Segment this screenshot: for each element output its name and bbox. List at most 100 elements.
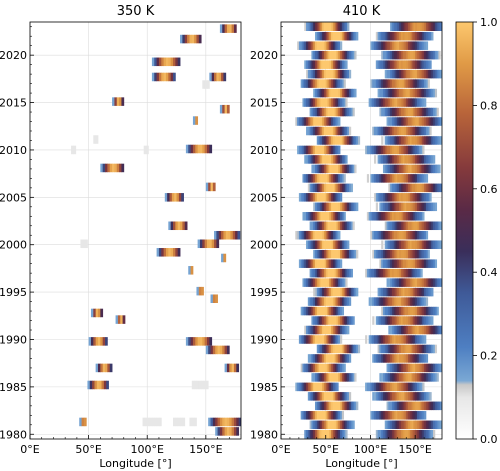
heatmap-cell xyxy=(402,230,405,240)
heatmap-cell xyxy=(323,363,327,373)
heatmap-cell xyxy=(390,287,393,297)
heatmap-cell xyxy=(406,268,409,278)
heatmap-cell xyxy=(434,164,438,174)
heatmap-cell xyxy=(343,202,346,212)
heatmap-cell xyxy=(440,69,442,79)
heatmap-cell xyxy=(429,392,432,401)
heatmap-cell xyxy=(304,193,307,202)
heatmap-cell xyxy=(400,297,404,306)
heatmap-cell xyxy=(350,249,353,259)
heatmap-cell xyxy=(300,382,303,392)
heatmap-cell xyxy=(311,259,314,268)
heatmap-cell xyxy=(409,117,412,126)
heatmap-cell xyxy=(404,392,407,401)
heatmap-cell xyxy=(345,107,348,117)
heatmap-cell xyxy=(384,373,387,382)
heatmap-cell xyxy=(313,193,316,202)
heatmap-cell xyxy=(382,31,386,41)
heatmap-cell xyxy=(418,335,421,344)
heatmap-cell xyxy=(393,382,396,392)
heatmap-cell xyxy=(418,174,421,183)
heatmap-cell xyxy=(225,230,229,240)
heatmap-cell xyxy=(399,136,402,145)
heatmap-cell xyxy=(314,50,318,60)
heatmap-cell xyxy=(309,278,312,287)
heatmap-cell xyxy=(316,287,319,297)
heatmap-cell xyxy=(365,268,368,278)
heatmap-cell xyxy=(325,268,328,278)
heatmap-cell xyxy=(408,268,411,278)
heatmap-cell xyxy=(306,382,309,392)
heatmap-cell xyxy=(304,325,307,335)
heatmap-cell xyxy=(314,117,318,126)
heatmap-cell xyxy=(320,22,323,32)
heatmap-cell xyxy=(384,126,387,136)
heatmap-cell xyxy=(304,60,307,69)
heatmap-cell xyxy=(343,88,346,98)
heatmap-cell xyxy=(298,193,302,202)
heatmap-cell xyxy=(307,392,311,401)
heatmap-cell xyxy=(340,31,343,41)
heatmap-cell xyxy=(343,278,346,287)
heatmap-cell xyxy=(188,144,191,154)
heatmap-cell xyxy=(375,392,378,401)
heatmap-cell xyxy=(397,88,400,98)
heatmap-cell xyxy=(329,411,332,420)
heatmap-cell xyxy=(404,306,407,316)
heatmap-cell xyxy=(340,174,343,183)
heatmap-cell xyxy=(379,98,382,107)
heatmap-cell xyxy=(395,164,398,174)
heatmap-cell xyxy=(374,193,377,202)
heatmap-cell xyxy=(395,174,398,183)
heatmap-cell xyxy=(348,373,352,382)
heatmap-cell xyxy=(329,193,332,202)
heatmap-cell xyxy=(320,240,323,249)
heatmap-cell xyxy=(331,212,334,221)
heatmap-cell xyxy=(370,212,373,221)
heatmap-cell xyxy=(391,354,395,363)
heatmap-cell xyxy=(345,60,348,69)
heatmap-cell xyxy=(409,174,412,183)
heatmap-cell xyxy=(422,306,425,316)
heatmap-cell xyxy=(327,174,330,183)
heatmap-cell xyxy=(354,136,357,145)
heatmap-cell xyxy=(424,126,427,136)
heatmap-cell xyxy=(331,69,334,79)
heatmap-cell xyxy=(313,41,316,50)
heatmap-cell xyxy=(343,363,346,373)
heatmap-cell xyxy=(306,278,309,287)
heatmap-cell xyxy=(320,31,323,41)
heatmap-cell xyxy=(314,401,318,411)
heatmap-cell xyxy=(318,420,321,430)
heatmap-cell xyxy=(381,382,384,392)
heatmap-cell xyxy=(391,249,395,259)
heatmap-cell xyxy=(348,136,352,145)
heatmap-cell xyxy=(325,278,328,287)
heatmap-cell xyxy=(397,98,400,107)
heatmap-cell xyxy=(411,411,414,420)
heatmap-cell xyxy=(334,193,337,202)
heatmap-cell xyxy=(219,427,223,436)
heatmap-cell xyxy=(382,373,386,382)
heatmap-cell xyxy=(336,401,339,411)
heatmap-cell xyxy=(334,401,337,411)
heatmap-cell xyxy=(399,401,402,411)
heatmap-cell xyxy=(325,297,328,306)
heatmap-cell xyxy=(411,344,414,354)
heatmap-cell xyxy=(420,240,423,249)
heatmap-cell xyxy=(322,354,325,363)
heatmap-cell xyxy=(427,316,430,325)
heatmap-cell xyxy=(348,316,352,325)
heatmap-cell xyxy=(322,335,325,344)
heatmap-cell xyxy=(384,164,387,174)
heatmap-cell xyxy=(416,79,420,88)
heatmap-cell xyxy=(313,164,316,174)
heatmap-cell xyxy=(201,380,204,390)
heatmap-cell xyxy=(411,382,414,392)
heatmap-cell xyxy=(306,117,309,126)
heatmap-cell xyxy=(425,325,429,335)
heatmap-cell xyxy=(425,306,429,316)
heatmap-cell xyxy=(318,325,321,335)
heatmap-cell xyxy=(327,212,330,221)
